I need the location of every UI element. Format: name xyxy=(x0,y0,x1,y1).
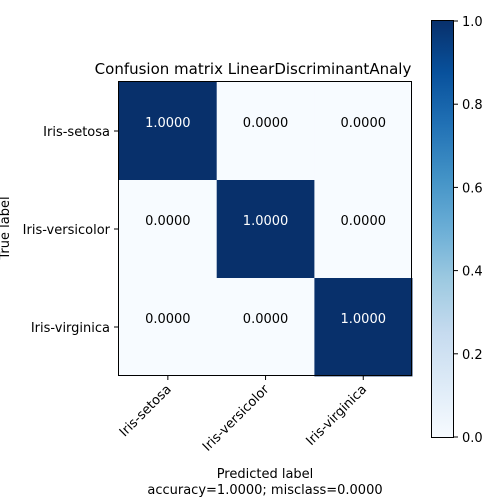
cell-value-label: 1.0000 xyxy=(341,312,387,327)
y-tick-label: Iris-versicolor xyxy=(23,223,111,238)
cell-value-label: 1.0000 xyxy=(145,116,191,131)
cell-value-label: 0.0000 xyxy=(145,312,191,327)
colorbar-tick-label: 1.0 xyxy=(462,15,483,30)
colorbar-tick-label: 0.6 xyxy=(462,181,483,196)
y-tick-label: Iris-virginica xyxy=(31,321,110,336)
cell-value-label: 0.0000 xyxy=(145,214,191,229)
x-tick-label: Iris-virginica xyxy=(303,382,370,449)
cell-value-label: 0.0000 xyxy=(243,312,289,327)
cell-value-label: 0.0000 xyxy=(341,214,387,229)
heatmap-cell xyxy=(119,82,217,180)
colorbar-tick-label: 0.0 xyxy=(462,431,483,446)
colorbar: 0.0 0.2 0.4 0.6 0.8 1.0 xyxy=(432,15,483,446)
chart-title: Confusion matrix LinearDiscriminantAnaly xyxy=(95,60,412,78)
heatmap-cell xyxy=(217,278,315,376)
heatmap-cell xyxy=(314,278,412,376)
colorbar-gradient xyxy=(432,21,454,438)
x-axis-label: Predicted label xyxy=(217,467,314,482)
cell-value-label: 1.0000 xyxy=(243,214,289,229)
y-axis-label: True label xyxy=(0,196,13,260)
heatmap-cell xyxy=(314,180,412,278)
heatmap-cell xyxy=(119,180,217,278)
x-axis-sublabel: accuracy=1.0000; misclass=0.0000 xyxy=(147,483,382,498)
heatmap-cell xyxy=(217,82,315,180)
colorbar-ticks: 0.0 0.2 0.4 0.6 0.8 1.0 xyxy=(454,15,483,446)
heatmap-cell xyxy=(119,278,217,376)
y-axis-ticks: Iris-setosa Iris-versicolor Iris-virginica xyxy=(23,125,118,336)
x-tick-label: Iris-setosa xyxy=(117,382,175,440)
x-axis-ticks: Iris-setosa Iris-versicolor Iris-virginica xyxy=(117,376,370,455)
colorbar-tick-label: 0.4 xyxy=(462,265,483,280)
heatmap-cell xyxy=(314,82,412,180)
heatmap-cell xyxy=(217,180,315,278)
cell-value-label: 0.0000 xyxy=(243,116,289,131)
colorbar-tick-label: 0.2 xyxy=(462,348,483,363)
cell-value-label: 0.0000 xyxy=(341,116,387,131)
colorbar-tick-label: 0.8 xyxy=(462,98,483,113)
y-tick-label: Iris-setosa xyxy=(43,125,110,140)
x-tick-label: Iris-versicolor xyxy=(200,382,273,455)
